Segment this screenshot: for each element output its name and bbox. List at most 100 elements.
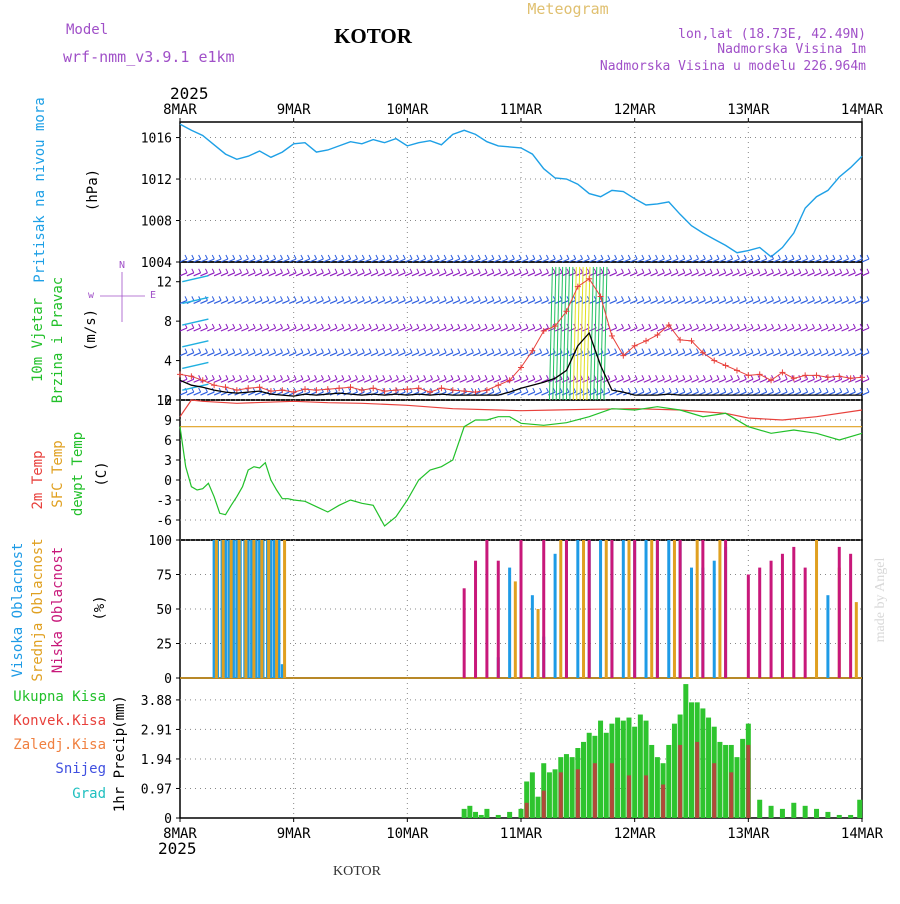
wind-barb-tick bbox=[395, 348, 399, 353]
wind-barb-tick bbox=[566, 387, 570, 393]
wind-barb-tick bbox=[696, 387, 699, 393]
wind-barb-tick bbox=[580, 254, 584, 260]
wind-barb-tick bbox=[546, 348, 549, 353]
wind-barb bbox=[779, 258, 788, 263]
wind-barb bbox=[254, 378, 263, 383]
wind-barb bbox=[459, 352, 467, 357]
wind-barb bbox=[261, 378, 270, 383]
wind-barb-tick bbox=[505, 254, 508, 260]
wind-barb bbox=[854, 352, 863, 357]
pressure-ylabel: Pritisak na nivou mora bbox=[32, 97, 48, 282]
wind-barb bbox=[282, 272, 290, 277]
wind-barb bbox=[752, 258, 761, 263]
precip-total-bar bbox=[615, 717, 621, 818]
wind-barb bbox=[473, 352, 481, 357]
wind-barb bbox=[841, 258, 849, 263]
wind-barb-tick bbox=[668, 348, 672, 353]
wind-barb-tick bbox=[764, 296, 768, 301]
cloud-bar bbox=[701, 540, 705, 678]
wind-barb-tick bbox=[205, 323, 208, 329]
wind-barb-tick bbox=[852, 268, 856, 274]
wind-barb-tick bbox=[402, 268, 406, 274]
wind-barb-tick bbox=[675, 348, 679, 353]
wind-barb-tick bbox=[852, 296, 856, 301]
wind-barb-tick bbox=[518, 375, 522, 380]
wind-barb bbox=[725, 352, 733, 357]
wind-barb bbox=[452, 352, 461, 357]
station-title: KOTOR bbox=[334, 24, 413, 48]
x-tick-label-top: 13MAR bbox=[727, 102, 770, 118]
wind-barb bbox=[179, 272, 188, 277]
wind-barb bbox=[213, 327, 222, 332]
wind-barb bbox=[520, 258, 529, 263]
x-tick-label-bottom: 8MAR bbox=[163, 826, 197, 842]
wind-barb bbox=[295, 391, 304, 396]
wind-barb-tick bbox=[580, 387, 584, 393]
wind-barb bbox=[193, 391, 201, 396]
wind-barb bbox=[861, 299, 870, 304]
x-tick-label-top: 14MAR bbox=[841, 102, 884, 118]
wind-barb-tick bbox=[334, 375, 338, 380]
wind-barb bbox=[759, 352, 767, 357]
wind-barb bbox=[513, 258, 522, 263]
wind-barb-tick bbox=[764, 254, 768, 260]
wind-barb-tick bbox=[716, 387, 720, 393]
wind-barb bbox=[418, 272, 426, 277]
wind-barb-tick bbox=[307, 254, 311, 260]
wind-barb bbox=[336, 352, 345, 357]
wind-barb-tick bbox=[539, 387, 543, 393]
wind-barb-tick bbox=[464, 254, 468, 260]
wind-barb bbox=[827, 272, 836, 277]
wind-barb bbox=[329, 378, 338, 383]
wind-barb bbox=[234, 327, 242, 332]
wind-barb bbox=[663, 299, 672, 304]
y-tick-label: 8 bbox=[164, 315, 172, 330]
wind-barb bbox=[282, 258, 290, 263]
wind-barb-tick bbox=[348, 268, 352, 274]
wind-barb-tick bbox=[689, 254, 693, 260]
wind-barb bbox=[773, 258, 781, 263]
wind-barb bbox=[800, 272, 808, 277]
wind-barb-tick bbox=[205, 375, 208, 380]
wind-barb bbox=[418, 378, 426, 383]
wind-barb-tick bbox=[777, 254, 781, 260]
wind-barb bbox=[398, 352, 406, 357]
wind-barb-tick bbox=[368, 375, 372, 380]
wind-barb bbox=[800, 258, 808, 263]
wind-barb-tick bbox=[484, 375, 488, 380]
wind-barb bbox=[479, 378, 488, 383]
wind-barb bbox=[766, 299, 774, 304]
cloud-bar bbox=[250, 540, 254, 678]
wind-barb bbox=[425, 258, 433, 263]
wind-barb-tick bbox=[211, 375, 215, 380]
wind-barb-tick bbox=[539, 296, 543, 301]
temp-ylabel-2m: 2m Temp bbox=[30, 450, 46, 509]
wind-barb-tick bbox=[750, 323, 754, 329]
wind-barb-tick bbox=[641, 387, 645, 393]
wind-barb-tick bbox=[382, 254, 386, 260]
wind-barb-tick bbox=[498, 323, 502, 329]
wind-barb bbox=[711, 327, 720, 332]
wind-barb bbox=[207, 391, 215, 396]
wind-barb-tick bbox=[252, 268, 256, 274]
wind-barb bbox=[704, 272, 713, 277]
wind-barb-tick bbox=[696, 323, 699, 329]
wind-barb bbox=[827, 378, 836, 383]
wind-barb-tick bbox=[518, 268, 522, 274]
wind-barb bbox=[670, 378, 679, 383]
wind-barb-tick bbox=[436, 296, 440, 301]
wind-barb bbox=[513, 299, 522, 304]
wind-barb bbox=[609, 378, 617, 383]
wind-barb bbox=[452, 327, 461, 332]
wind-barb bbox=[254, 272, 263, 277]
wind-barb bbox=[500, 352, 508, 357]
wind-barb bbox=[445, 378, 454, 383]
legend-freezing: Zaledj.Kisa bbox=[13, 737, 106, 753]
wind-barb-tick bbox=[852, 323, 856, 329]
wind-barb bbox=[848, 299, 856, 304]
wind-barb-tick bbox=[416, 348, 420, 353]
wind-barb-tick bbox=[375, 254, 379, 260]
wind-barb-tick bbox=[818, 268, 822, 274]
wind-barb-tick bbox=[573, 254, 577, 260]
wind-barb bbox=[179, 299, 188, 304]
